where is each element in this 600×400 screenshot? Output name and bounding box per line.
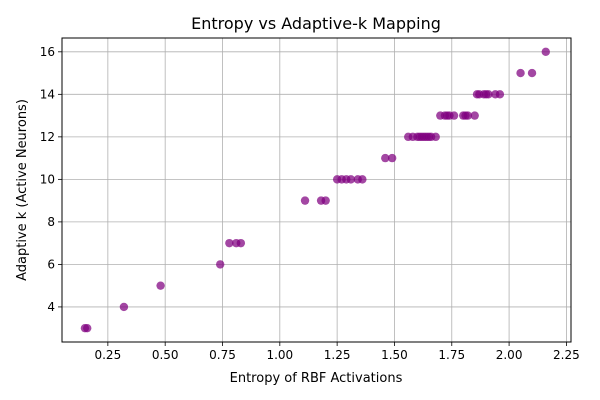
y-tick-label: 16 xyxy=(40,45,55,59)
data-points xyxy=(80,47,550,333)
data-point xyxy=(225,238,234,248)
x-tick-label: 0.50 xyxy=(152,348,179,362)
data-point xyxy=(156,281,165,290)
data-point xyxy=(431,132,440,142)
data-point xyxy=(83,323,92,333)
y-tick-label: 10 xyxy=(40,172,55,186)
y-tick-label: 14 xyxy=(40,87,55,101)
data-point xyxy=(449,111,459,120)
y-tick-label: 6 xyxy=(47,257,55,271)
x-tick-label: 2.25 xyxy=(553,348,580,362)
x-tick-label: 0.25 xyxy=(94,348,121,362)
x-tick-label: 1.25 xyxy=(324,348,351,362)
data-point xyxy=(484,90,493,99)
x-tick-label: 1.75 xyxy=(438,348,465,362)
chart-title: Entropy vs Adaptive-k Mapping xyxy=(191,14,441,33)
x-axis-ticks: 0.25 0.50 0.75 1.00 1.25 1.50 1.75 2.00 2.25 xyxy=(94,342,580,362)
data-point xyxy=(358,175,367,184)
y-tick-label: 4 xyxy=(47,300,55,314)
data-point xyxy=(516,68,525,78)
data-point xyxy=(346,175,356,184)
data-point xyxy=(541,47,550,57)
data-point xyxy=(119,302,129,312)
data-point xyxy=(381,153,390,163)
y-axis-ticks: 4 6 8 10 12 14 16 xyxy=(40,45,62,314)
data-point xyxy=(527,68,537,78)
x-tick-label: 0.75 xyxy=(209,348,236,362)
y-tick-label: 8 xyxy=(47,215,55,229)
grid xyxy=(62,38,571,342)
x-tick-label: 2.00 xyxy=(496,348,523,362)
x-axis-label: Entropy of RBF Activations xyxy=(230,371,403,386)
data-point xyxy=(470,111,479,120)
data-point xyxy=(321,196,330,205)
plot-frame xyxy=(61,37,572,343)
y-tick-label: 12 xyxy=(40,130,55,144)
x-tick-label: 1.00 xyxy=(266,348,293,362)
data-point xyxy=(387,153,397,163)
data-point xyxy=(300,196,310,205)
data-point xyxy=(216,260,225,269)
data-point xyxy=(236,238,246,248)
data-point xyxy=(463,111,473,120)
data-point xyxy=(495,90,505,99)
y-axis-label: Adaptive k (Active Neurons) xyxy=(15,99,30,281)
x-tick-label: 1.50 xyxy=(381,348,408,362)
